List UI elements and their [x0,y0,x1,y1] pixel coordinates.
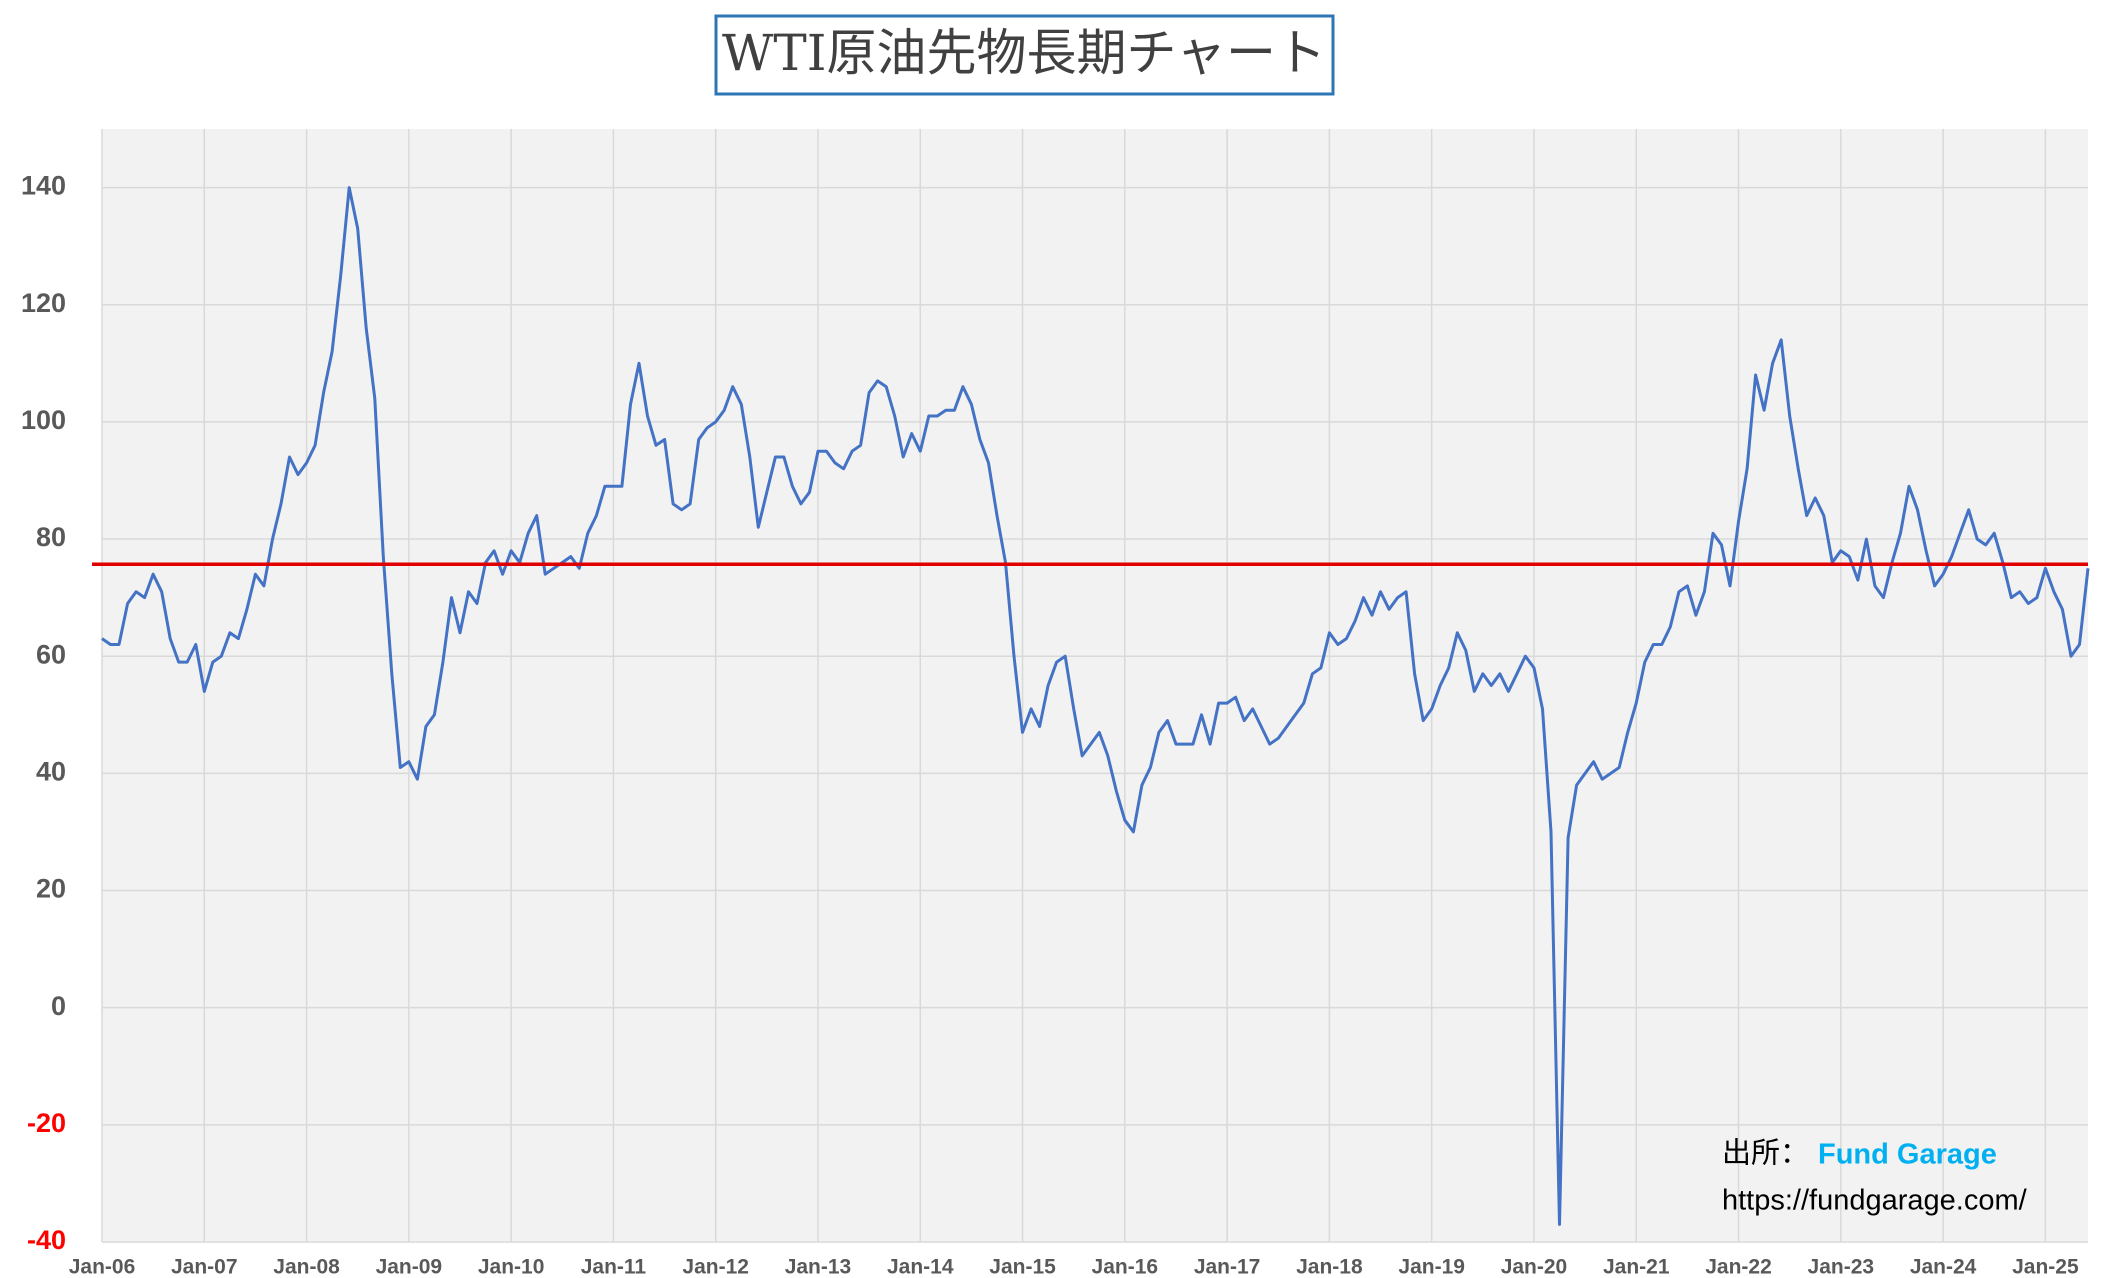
x-tick-label: Jan-22 [1705,1256,1772,1278]
data-line [101,186,2090,1226]
source-name: Fund Garage [1818,1139,1997,1171]
y-tick-label: 20 [36,874,66,904]
x-tick-label: Jan-19 [1398,1256,1465,1278]
x-tick-label: Jan-09 [376,1256,443,1278]
x-tick-label: Jan-07 [171,1256,238,1278]
source-label: 出所： [1722,1137,1809,1170]
y-tick-label: 0 [51,991,66,1021]
x-tick-label: Jan-13 [785,1256,852,1278]
x-tick-label: Jan-18 [1296,1256,1363,1278]
chart-title: WTI原油先物長期チャート [722,24,1326,82]
x-tick-label: Jan-17 [1194,1256,1261,1278]
x-tick-label: Jan-16 [1092,1256,1159,1278]
x-tick-label: Jan-24 [1910,1256,1977,1278]
x-tick-label: Jan-21 [1603,1256,1670,1278]
source-url: https://fundgarage.com/ [1722,1185,2028,1217]
y-tick-label: -20 [27,1108,66,1138]
x-tick-label: Jan-06 [69,1256,136,1278]
x-tick-label: Jan-10 [478,1256,545,1278]
y-tick-label: 40 [36,756,66,786]
x-tick-label: Jan-23 [1808,1256,1875,1278]
y-tick-label: 120 [21,288,66,318]
y-tick-label: 80 [36,522,66,552]
y-tick-label: 140 [21,171,66,201]
x-tick-label: Jan-12 [682,1256,749,1278]
plot-area [102,129,2088,1242]
x-tick-label: Jan-11 [581,1256,647,1278]
y-tick-label: -40 [27,1225,66,1255]
title-box [714,14,1335,96]
x-tick-label: Jan-08 [273,1256,340,1278]
y-tick-label: 60 [36,639,66,669]
x-tick-label: Jan-25 [2012,1256,2079,1278]
x-tick-label: Jan-20 [1501,1256,1568,1278]
x-tick-label: Jan-15 [989,1256,1056,1278]
x-tick-label: Jan-14 [887,1256,954,1278]
y-tick-label: 100 [21,405,66,435]
